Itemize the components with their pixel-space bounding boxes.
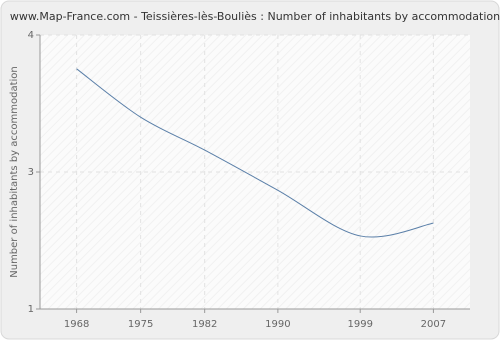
- x-tick-label: 1990: [265, 319, 290, 330]
- x-tick-label: 1975: [128, 319, 153, 330]
- chart-title: www.Map-France.com - Teissières-lès-Boul…: [10, 10, 500, 23]
- y-axis-label: Number of inhabitants by accommodation: [9, 66, 20, 278]
- x-tick-label: 2007: [421, 319, 446, 330]
- line: [76, 68, 434, 238]
- y-tick-label: 4: [28, 30, 34, 41]
- y-tick-label: 3: [28, 167, 34, 178]
- x-tick-label: 1982: [192, 319, 217, 330]
- y-tick-label: 1: [28, 304, 34, 315]
- x-tick-label: 1999: [347, 319, 372, 330]
- plot-area: [40, 35, 470, 309]
- x-tick-label: 1968: [64, 319, 89, 330]
